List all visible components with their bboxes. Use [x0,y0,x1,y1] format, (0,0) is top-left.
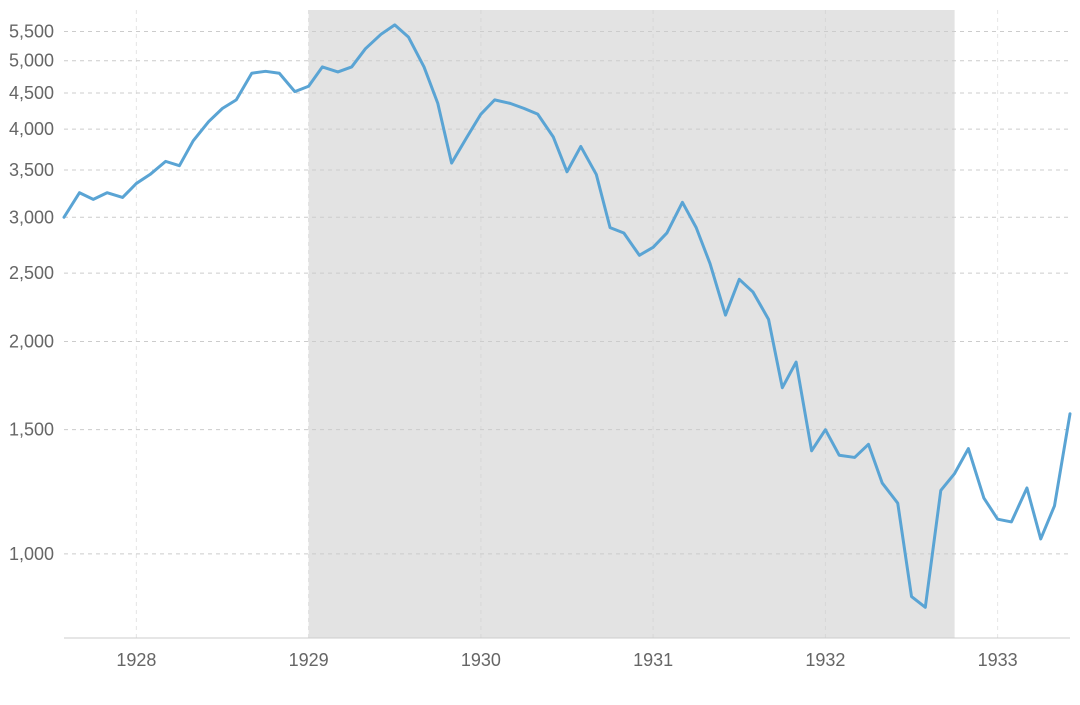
x-tick-label: 1931 [633,650,673,670]
x-tick-label: 1932 [805,650,845,670]
x-tick-label: 1933 [978,650,1018,670]
shaded-region [309,10,955,638]
y-tick-label: 4,500 [9,83,54,103]
y-tick-label: 2,500 [9,263,54,283]
y-tick-label: 5,500 [9,22,54,42]
x-tick-label: 1929 [289,650,329,670]
x-tick-label: 1930 [461,650,501,670]
y-tick-label: 3,500 [9,160,54,180]
line-chart: 1,000 1,500 2,000 2,500 3,000 3,500 4,000 4,500… [0,0,1080,705]
y-tick-label: 4,000 [9,119,54,139]
x-tick-label: 1928 [116,650,156,670]
y-tick-label: 3,000 [9,207,54,227]
chart-svg: 1,000 1,500 2,000 2,500 3,000 3,500 4,000 4,500… [0,0,1080,705]
y-tick-label: 2,000 [9,332,54,352]
y-tick-label: 5,000 [9,51,54,71]
y-tick-label: 1,000 [9,544,54,564]
y-tick-label: 1,500 [9,420,54,440]
